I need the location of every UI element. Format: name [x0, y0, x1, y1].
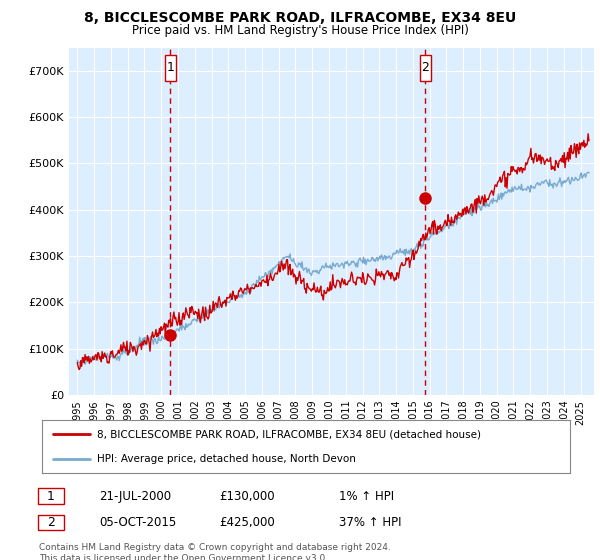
Text: £130,000: £130,000 [219, 489, 275, 503]
Text: 05-OCT-2015: 05-OCT-2015 [99, 516, 176, 529]
Text: 21-JUL-2000: 21-JUL-2000 [99, 489, 171, 503]
Text: 1: 1 [47, 489, 55, 503]
Text: 1% ↑ HPI: 1% ↑ HPI [339, 489, 394, 503]
Text: 2: 2 [421, 61, 430, 74]
Text: Contains HM Land Registry data © Crown copyright and database right 2024.
This d: Contains HM Land Registry data © Crown c… [39, 543, 391, 560]
Text: 1: 1 [167, 61, 175, 74]
Bar [419, 54, 431, 81]
Text: 2: 2 [47, 516, 55, 529]
Text: Price paid vs. HM Land Registry's House Price Index (HPI): Price paid vs. HM Land Registry's House … [131, 24, 469, 36]
Text: 8, BICCLESCOMBE PARK ROAD, ILFRACOMBE, EX34 8EU: 8, BICCLESCOMBE PARK ROAD, ILFRACOMBE, E… [84, 11, 516, 25]
Bar [165, 54, 176, 81]
Text: £425,000: £425,000 [219, 516, 275, 529]
Text: HPI: Average price, detached house, North Devon: HPI: Average price, detached house, Nort… [97, 454, 356, 464]
Text: 8, BICCLESCOMBE PARK ROAD, ILFRACOMBE, EX34 8EU (detached house): 8, BICCLESCOMBE PARK ROAD, ILFRACOMBE, E… [97, 430, 481, 440]
Text: 37% ↑ HPI: 37% ↑ HPI [339, 516, 401, 529]
